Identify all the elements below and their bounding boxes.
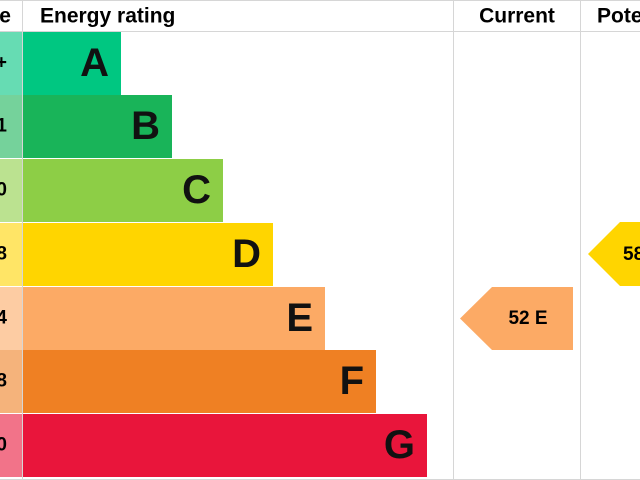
- potential-header: Potential: [597, 5, 640, 28]
- rating-letter: F: [340, 359, 364, 403]
- rating-letter: B: [131, 104, 160, 148]
- rating-letter: A: [80, 41, 109, 85]
- score-cell: [0, 223, 22, 286]
- score-range: 21-38: [0, 371, 7, 392]
- rating-bar: [23, 159, 223, 222]
- score-cell: [0, 159, 22, 222]
- current-header: Current: [479, 5, 555, 28]
- current-arrow: 52 E: [460, 287, 573, 350]
- score-cell: [0, 414, 22, 477]
- rating-bar: [23, 287, 325, 350]
- rating-letter: G: [384, 423, 415, 467]
- potential-arrow-shape: [588, 222, 640, 286]
- score-cell: [0, 287, 22, 350]
- current-arrow-shape: [460, 287, 573, 350]
- rating-bar: [23, 350, 376, 413]
- score-range: 81-91: [0, 116, 7, 137]
- potential-rating: 58 D: [623, 244, 640, 265]
- rating-letter: D: [232, 232, 261, 276]
- score-cell: [0, 350, 22, 413]
- score-cell: [0, 95, 22, 158]
- score-header: Score: [0, 5, 11, 28]
- score-range: 55-68: [0, 244, 7, 265]
- rating-letter: E: [286, 296, 313, 340]
- score-range: 92+: [0, 53, 7, 74]
- rating-bar: [23, 414, 427, 477]
- rating-bar: [23, 32, 121, 95]
- score-range: 1-20: [0, 435, 7, 456]
- current-rating: 52 E: [508, 308, 547, 329]
- score-range: 39-54: [0, 308, 7, 329]
- rating-letter: C: [182, 168, 211, 212]
- potential-arrow: 58 D: [588, 222, 640, 286]
- score-cell: [0, 32, 22, 95]
- energy-rating-header: Energy rating: [40, 5, 175, 28]
- rating-bar: [23, 95, 172, 158]
- rating-rows: 92+ A 81-91 B 69-80 C 55-68 D 39-54 E 21-38 F 1-20 G: [0, 32, 427, 477]
- score-range: 69-80: [0, 180, 7, 201]
- rating-bar: [23, 223, 273, 286]
